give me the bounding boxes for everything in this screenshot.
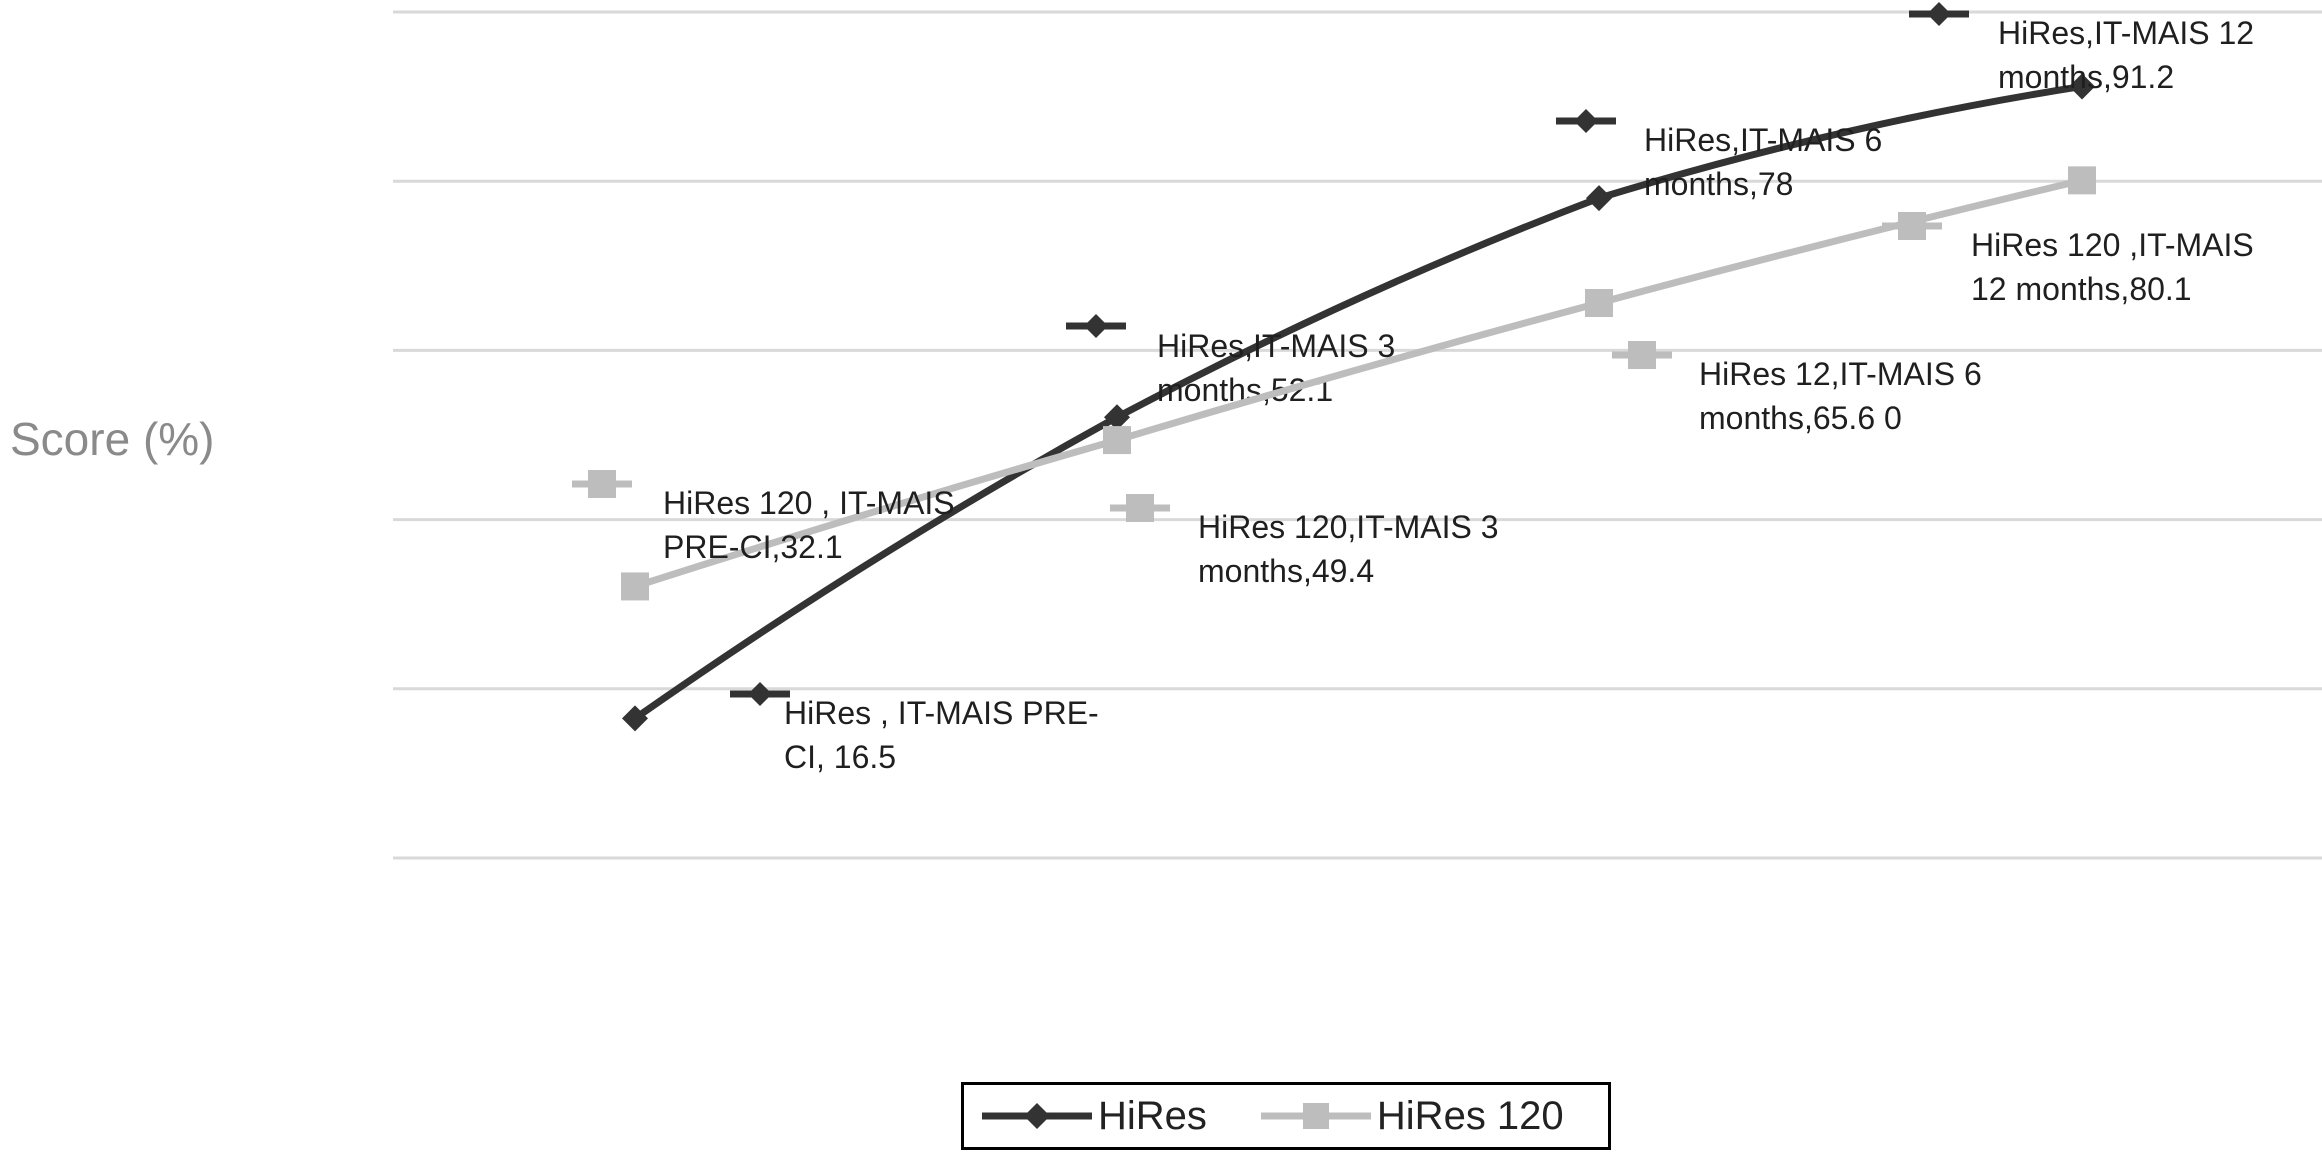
- y-axis-label: Score (%): [10, 413, 215, 465]
- legend-square-icon: [1260, 1103, 1371, 1129]
- data-label: HiRes , IT-MAIS PRE- CI, 16.5: [784, 695, 1099, 775]
- data-label-line: HiRes,IT-MAIS 6: [1644, 122, 1882, 158]
- data-label-line: months,91.2: [1998, 59, 2174, 95]
- data-label-key-square: [588, 470, 616, 498]
- data-label-line: HiRes 120,IT-MAIS 3: [1198, 509, 1499, 545]
- series-line: [633, 176, 2083, 590]
- data-label-line: HiRes,IT-MAIS 3: [1157, 328, 1395, 364]
- data-point-square: [621, 572, 649, 601]
- series-line: [632, 82, 2083, 722]
- data-label-line: months,65.6 0: [1699, 400, 1902, 436]
- data-label: HiRes 12,IT-MAIS 6 months,65.6 0: [1699, 356, 1982, 436]
- data-label-line: months,78: [1644, 166, 1793, 202]
- data-point-square: [2068, 166, 2096, 195]
- data-point-diamond: [2069, 73, 2095, 100]
- data-label-key-square: [1126, 494, 1154, 522]
- data-label: HiRes 120 ,IT-MAIS 12 months,80.1: [1971, 227, 2254, 307]
- data-label: HiRes,IT-MAIS 12 months,91.2: [1998, 15, 2254, 95]
- data-point-square: [1585, 289, 1613, 318]
- data-label-key-square: [1898, 212, 1926, 240]
- data-label-key-square: [1628, 341, 1656, 369]
- data-point-square: [1103, 426, 1131, 455]
- data-point-diamond: [622, 705, 648, 732]
- data-label-line: 12 months,80.1: [1971, 271, 2192, 307]
- data-label: HiRes 120 , IT-MAIS PRE-CI,32.1: [663, 485, 955, 565]
- data-label: HiRes 120,IT-MAIS 3 months,49.4: [1198, 509, 1499, 589]
- data-point-diamond: [1586, 185, 1612, 212]
- data-label-line: HiRes , IT-MAIS PRE-: [784, 695, 1099, 731]
- data-label-line: HiRes 120 , IT-MAIS: [663, 485, 955, 521]
- legend-item-hires: HiRes: [982, 1094, 1207, 1139]
- legend-label-hires: HiRes: [1098, 1093, 1207, 1138]
- data-point-diamond: [1104, 404, 1130, 431]
- data-label-line: CI, 16.5: [784, 739, 896, 775]
- data-label-key-diamond: [1927, 2, 1951, 26]
- legend: HiRes HiRes 120: [961, 1082, 1611, 1150]
- data-label-line: HiRes,IT-MAIS 12: [1998, 15, 2254, 51]
- data-label-line: HiRes 120 ,IT-MAIS: [1971, 227, 2254, 263]
- data-label-line: HiRes 12,IT-MAIS 6: [1699, 356, 1982, 392]
- data-label-key-diamond: [748, 682, 772, 706]
- data-label-line: months,49.4: [1198, 553, 1374, 589]
- legend-diamond-icon: [982, 1103, 1092, 1129]
- data-label-line: PRE-CI,32.1: [663, 529, 843, 565]
- legend-label-hires-120: HiRes 120: [1376, 1093, 1564, 1138]
- data-label-key-diamond: [1084, 314, 1108, 338]
- data-label-key-diamond: [1574, 109, 1598, 133]
- legend-item-hires-120: HiRes 120: [1260, 1093, 1564, 1139]
- data-label: HiRes,IT-MAIS 6 months,78: [1644, 122, 1882, 202]
